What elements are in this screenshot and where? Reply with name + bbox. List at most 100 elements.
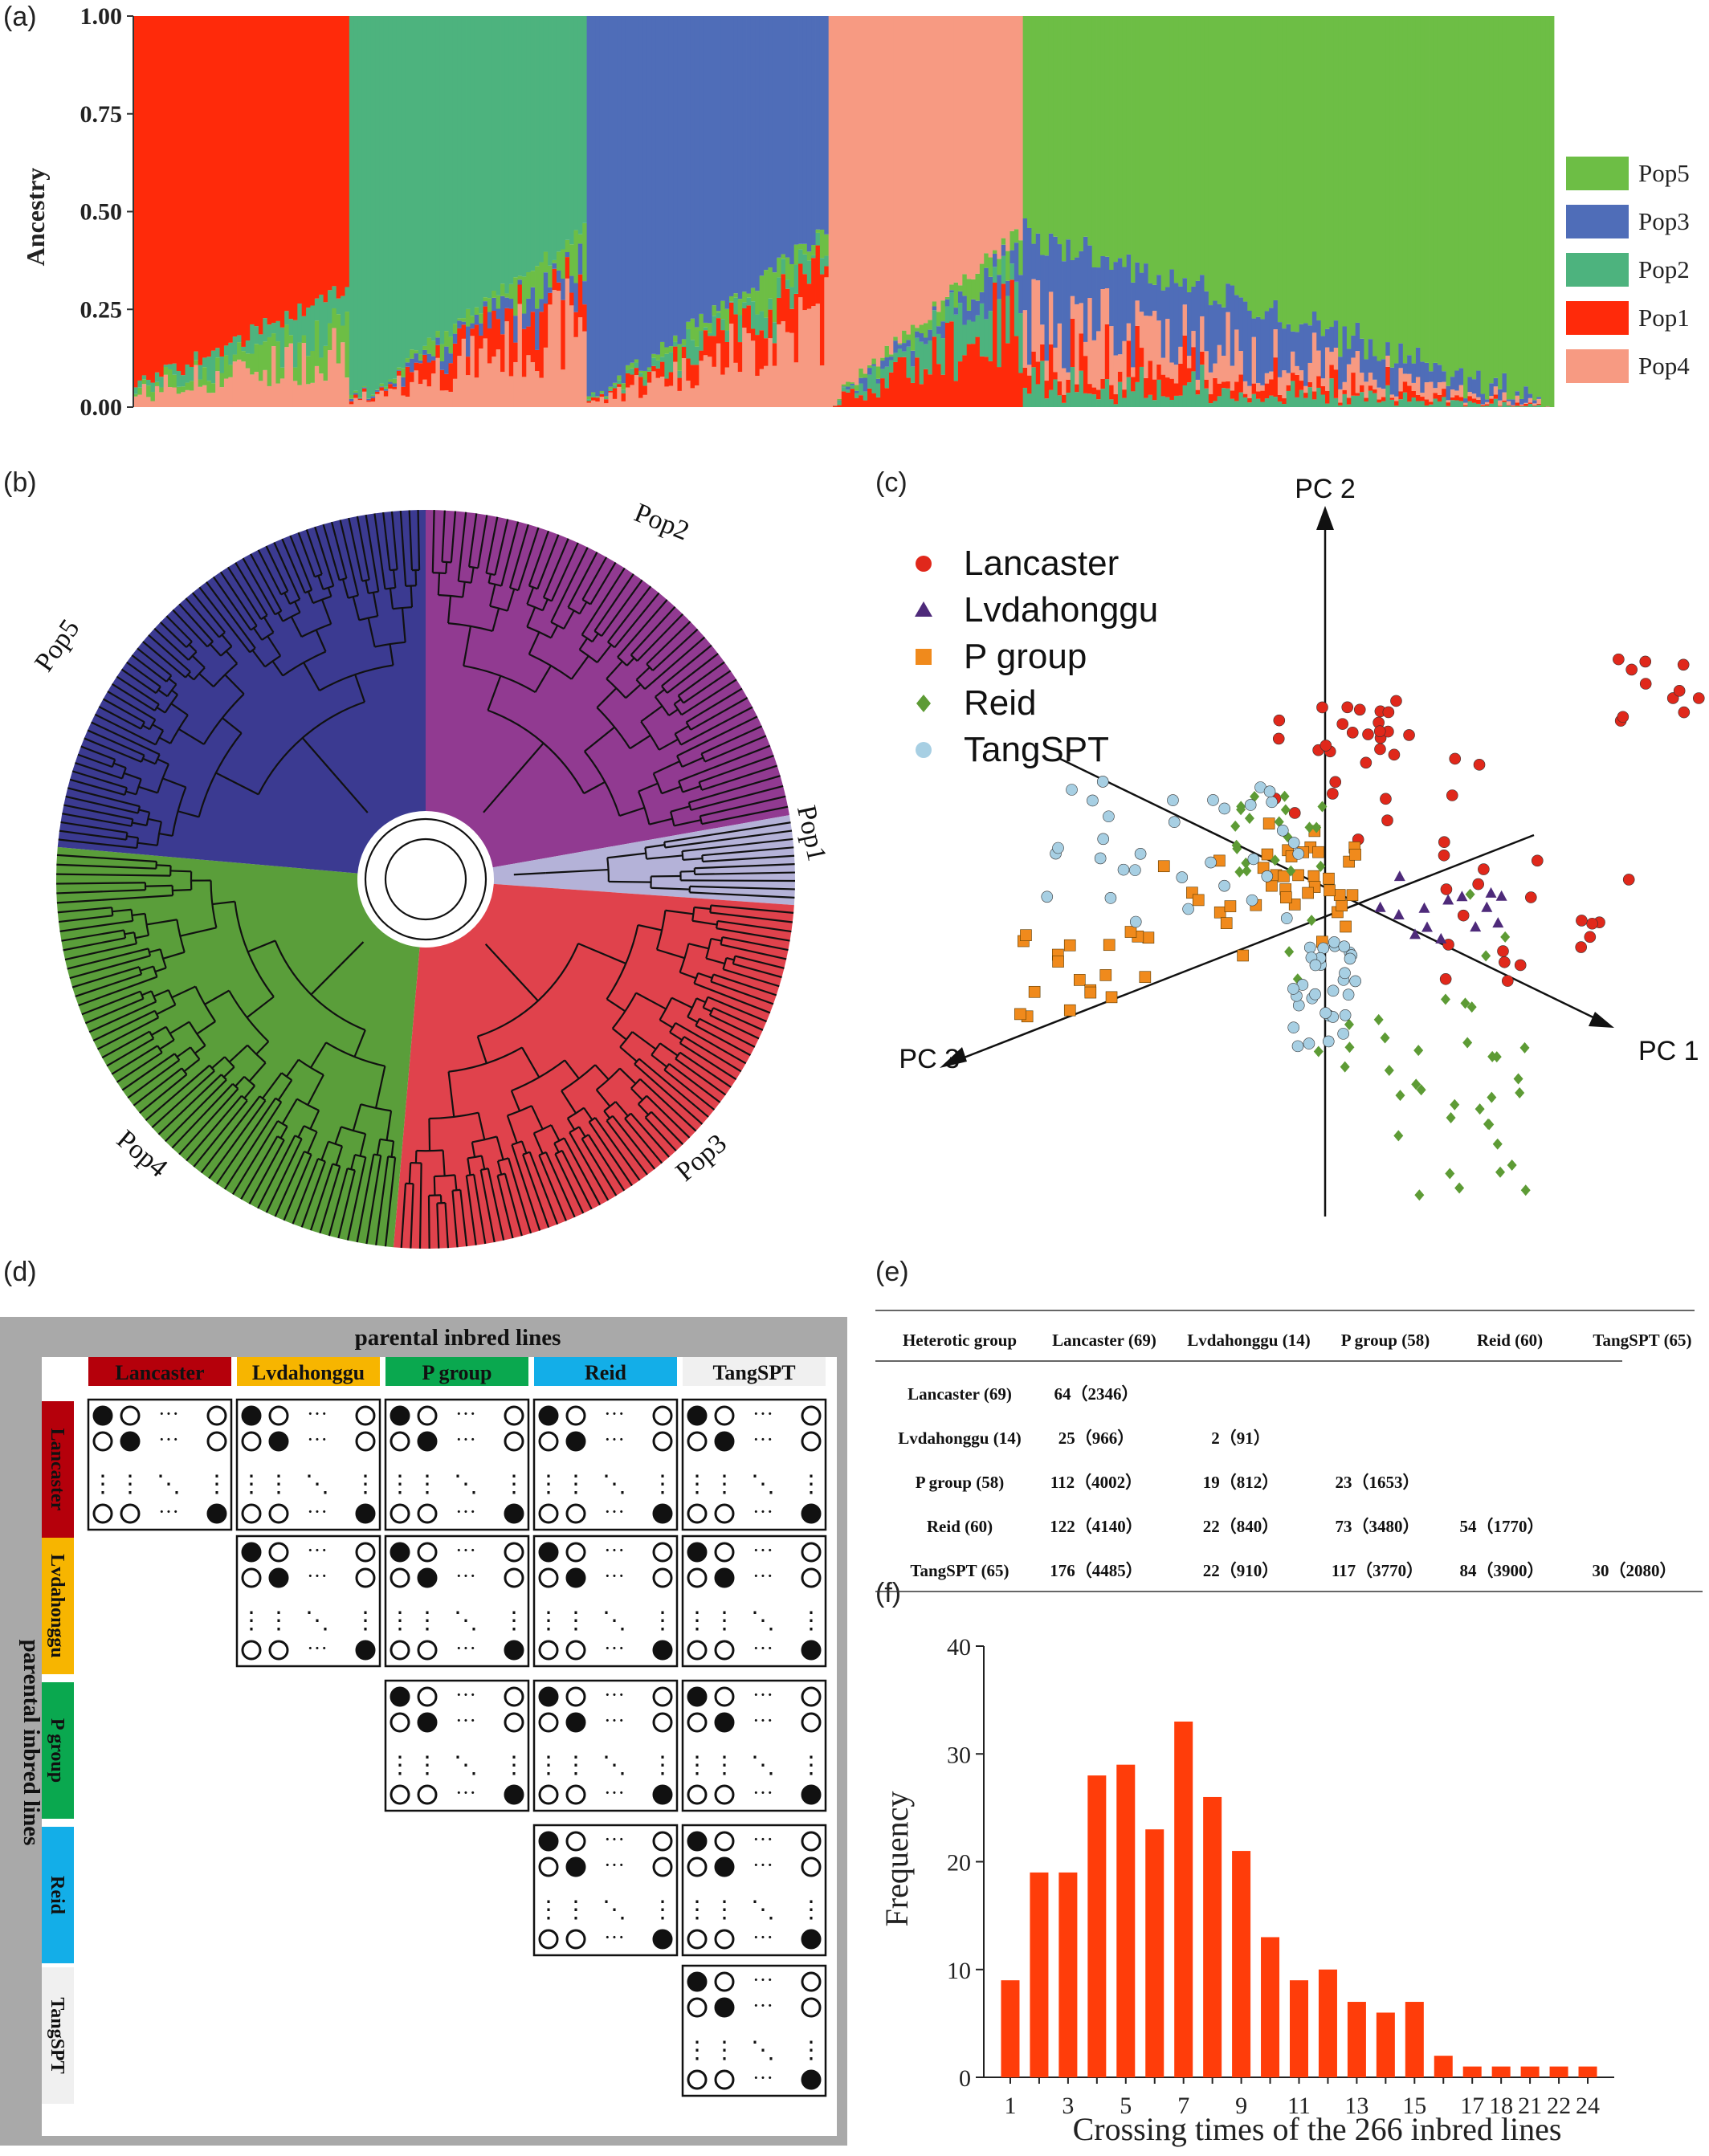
pca-point-lancaster (1524, 891, 1537, 903)
ancestry-bar-segment (1463, 406, 1468, 407)
ancestry-bar-segment (1027, 227, 1032, 365)
ancestry-bar-segment (1226, 312, 1231, 381)
cross-dot (801, 1405, 822, 1426)
ancestry-bar-segment (267, 385, 272, 407)
tree-leaf-branch (107, 691, 156, 721)
ancestry-bar-segment (1165, 377, 1170, 397)
ellipsis-mark: ⋱ (454, 1471, 478, 1498)
ellipsis-mark: ⋮ (564, 1897, 588, 1923)
ancestry-bar-segment (1135, 325, 1140, 382)
ancestry-bar-segment (383, 389, 389, 391)
ancestry-bar-segment (777, 297, 781, 324)
ancestry-bar-segment (716, 343, 721, 407)
tree-leaf-branch (62, 813, 132, 827)
frequency-x-tick-label: 1 (1004, 2093, 1016, 2119)
ancestry-bar-segment (1104, 16, 1110, 257)
tree-branch (674, 819, 702, 827)
ancestry-bar-segment (1022, 218, 1028, 311)
tree-arc (705, 938, 712, 959)
ancestry-bar-segment (833, 406, 838, 407)
ancestry-bar-segment (1394, 406, 1399, 407)
ancestry-bar-segment (496, 319, 501, 350)
ancestry-bar-segment (353, 397, 358, 407)
cross-dot (714, 1831, 735, 1852)
ancestry-bar-segment (880, 357, 885, 361)
tree-leaf-branch (212, 576, 252, 631)
ancestry-bar-segment (659, 341, 665, 357)
ancestry-bar-segment (1001, 244, 1006, 256)
ancestry-bar-segment (552, 268, 557, 291)
ancestry-bar-segment (867, 388, 872, 407)
ancestry-bar-segment (189, 390, 194, 407)
frequency-x-tick-label: 3 (1062, 2093, 1074, 2119)
ancestry-bar-segment (237, 359, 242, 407)
ancestry-bar-segment (435, 337, 441, 345)
ellipsis-mark: ··· (158, 1428, 179, 1451)
ancestry-bar-segment (759, 275, 765, 312)
ancestry-bar-segment (833, 16, 838, 406)
ancestry-bar-segment (694, 346, 700, 365)
ancestry-bar-segment (422, 16, 428, 346)
frequency-x-tick-label: 22 (1547, 2093, 1571, 2119)
ellipsis-mark: ··· (753, 1709, 773, 1732)
tree-branch (447, 595, 452, 624)
ancestry-bar-segment (1260, 401, 1266, 407)
ancestry-bar-segment (1402, 16, 1408, 364)
tree-leaf-branch (133, 1067, 182, 1107)
ancestry-bar-segment (332, 16, 337, 287)
ancestry-bar-segment (452, 378, 458, 407)
ancestry-bar-segment (1182, 385, 1188, 407)
ancestry-bar-segment (599, 16, 605, 391)
tree-leaf-branch (652, 628, 699, 671)
ancestry-bar-segment (1122, 16, 1128, 267)
tree-branch (341, 578, 349, 599)
tree-leaf-branch (56, 854, 157, 863)
ancestry-bar-segment (634, 16, 639, 360)
ancestry-bar-segment (837, 401, 842, 406)
matrix-row-title: parental inbred lines (18, 1640, 44, 1846)
tree-arc (159, 948, 167, 968)
tree-leaf-branch (528, 530, 550, 586)
ancestry-bar-segment (1433, 362, 1438, 389)
tree-leaf-branch (265, 1138, 303, 1213)
pca-point-p-group (1278, 870, 1290, 882)
crossing-cell (681, 1824, 827, 1957)
ancestry-bar-segment (379, 16, 385, 384)
ancestry-bar-segment (1424, 362, 1430, 383)
tree-leaf-branch (500, 521, 520, 586)
cross-dot (801, 2069, 822, 2090)
ancestry-bar-segment (962, 324, 968, 356)
tree-branch (315, 630, 327, 652)
tree-leaf-branch (634, 1063, 704, 1125)
ancestry-bar-segment (297, 304, 303, 343)
pca-point-p-group (1103, 939, 1116, 952)
table-header-cell: Heterotic group (903, 1331, 1017, 1350)
tree-arc (241, 1094, 248, 1102)
tree-branch (354, 674, 366, 703)
pca-point-tangspt (1218, 802, 1230, 815)
ancestry-bar-segment (755, 291, 761, 315)
pca-point-tangspt (1280, 912, 1293, 924)
ancestry-bar-segment (1437, 382, 1442, 395)
ancestry-bar-segment (884, 366, 890, 389)
pca-point-reid (1492, 1138, 1503, 1150)
pca-point-reid (1481, 950, 1491, 962)
tree-arc (190, 1046, 201, 1060)
ancestry-bar-segment (888, 372, 894, 407)
tree-leaf-branch (567, 552, 598, 608)
ancestry-bar-segment (932, 336, 937, 407)
ancestry-bar-segment (1057, 395, 1063, 407)
ancestry-bar-segment (1031, 243, 1037, 279)
ancestry-bar-segment (1381, 401, 1386, 407)
ancestry-bar-segment (1433, 16, 1438, 363)
ancestry-bar-segment (194, 365, 199, 407)
ancestry-bar-segment (345, 377, 350, 407)
tree-arc (243, 1075, 255, 1086)
ancestry-bar-segment (1009, 16, 1015, 231)
ancestry-bar-segment (232, 16, 238, 337)
ancestry-bar-segment (824, 16, 830, 234)
ancestry-bar-segment (466, 16, 471, 309)
tree-leaf-branch (479, 1169, 496, 1243)
ancestry-bar-segment (737, 299, 743, 316)
